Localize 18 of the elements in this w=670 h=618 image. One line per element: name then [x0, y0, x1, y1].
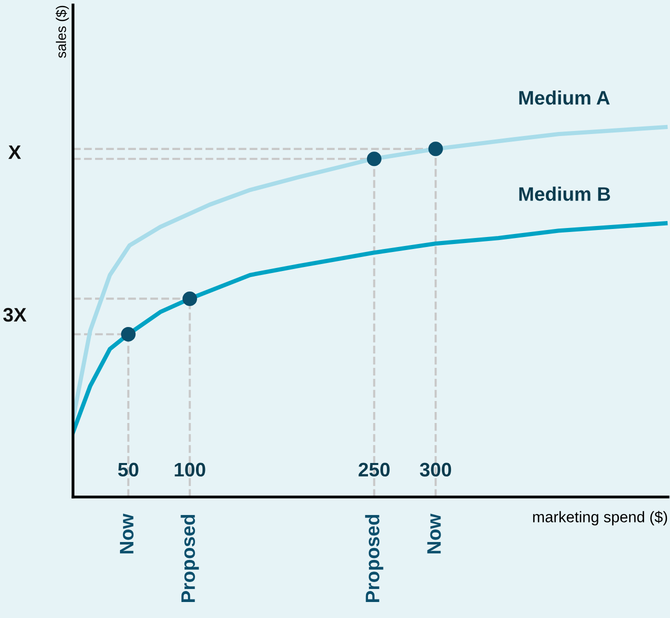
series-label: Medium B [519, 186, 610, 201]
text: Now [427, 514, 441, 554]
text: 3X [3, 308, 26, 322]
text: Proposed [365, 514, 384, 602]
y-axis-title: sales ($) [56, 6, 69, 58]
x-tick-label: 250 [358, 462, 390, 477]
text: Proposed [180, 514, 199, 602]
point [121, 326, 136, 342]
x-tick-label: 100 [174, 462, 206, 477]
x-tick-label: 300 [420, 462, 452, 477]
text: Now [120, 514, 134, 554]
series-label: Medium A [519, 90, 610, 105]
point [428, 142, 443, 156]
text: X [8, 146, 21, 159]
point [366, 152, 382, 166]
x-axis-title: marketing spend ($) [533, 510, 668, 526]
x-tick-label: 50 [118, 462, 138, 477]
point [182, 291, 198, 306]
